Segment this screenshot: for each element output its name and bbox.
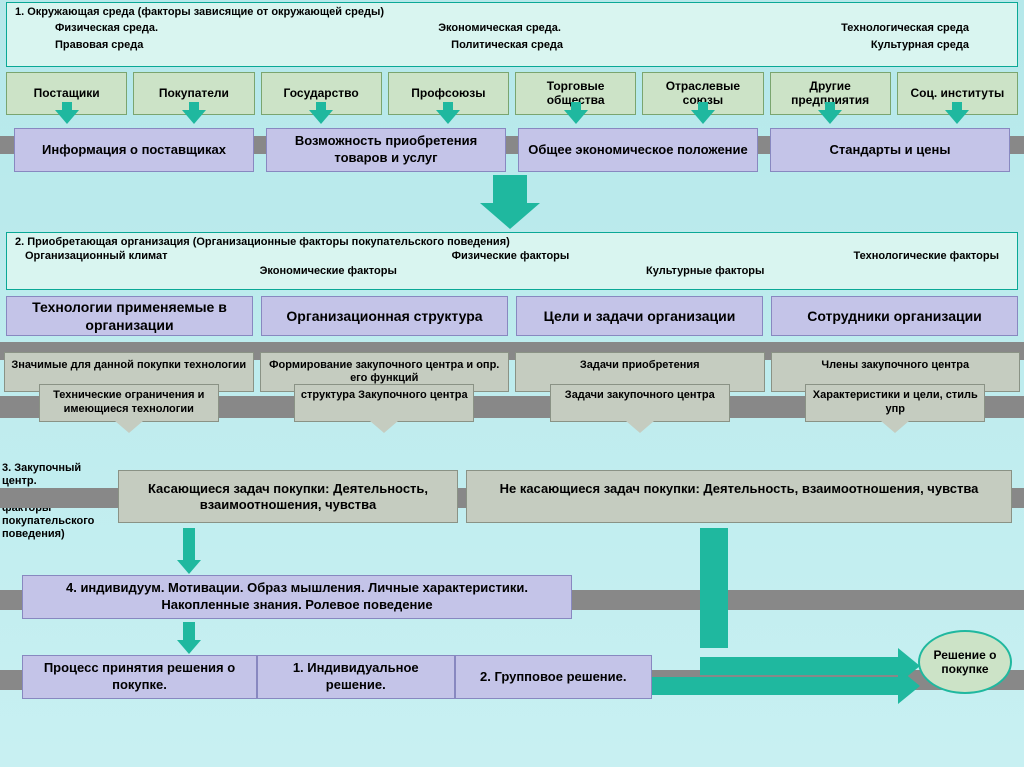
detail-tab: структура Закупочного центра: [260, 384, 510, 422]
factor: Правовая среда: [55, 38, 143, 52]
sec3-box: Не касающиеся задач покупки: Деятельност…: [466, 470, 1012, 523]
sec5-cell: 1. Индивидуальное решение.: [257, 655, 455, 699]
org-header: Организационная структура: [261, 296, 508, 336]
sec1-factors-row1: Физическая среда. Экономическая среда. Т…: [15, 21, 1009, 35]
detail-tab: Технические ограничения и имеющиеся техн…: [4, 384, 254, 422]
arrow-down-icon: [133, 110, 254, 124]
arrow-down-icon: [180, 622, 198, 654]
info-box: Возможность приобретения товаров и услуг: [266, 128, 506, 172]
arrow-down-icon: [642, 110, 763, 124]
org-headers-row: Технологии применяемые в организации Орг…: [6, 296, 1018, 336]
section-1-header: 1. Окружающая среда (факторы зависящие о…: [6, 2, 1018, 67]
info-box: Общее экономическое положение: [518, 128, 758, 172]
factor: Технологическая среда: [841, 21, 969, 35]
org-header: Сотрудники организации: [771, 296, 1018, 336]
factor: Организационный климат: [25, 249, 167, 263]
section-2-header: 2. Приобретающая организация (Организаци…: [6, 232, 1018, 290]
factor: Культурные факторы: [646, 264, 764, 278]
arrow-down-icon: [180, 528, 198, 574]
sec5-cell: 2. Групповое решение.: [455, 655, 653, 699]
detail-label: структура Закупочного центра: [294, 384, 474, 422]
factor: Экономические факторы: [260, 264, 397, 278]
big-arrow-down-icon: [480, 175, 540, 230]
environment-actors-row: Постащики Покупатели Государство Профсою…: [6, 72, 1018, 115]
info-box: Информация о поставщиках: [14, 128, 254, 172]
arrow-down-icon: [770, 110, 891, 124]
sec3-box: Касающиеся задач покупки: Деятельность, …: [118, 470, 458, 523]
detail-label: Задачи закупочного центра: [550, 384, 730, 422]
factor: Технологические факторы: [853, 249, 999, 263]
decision-oval: Решение о покупке: [918, 630, 1012, 694]
org-header: Цели и задачи организации: [516, 296, 763, 336]
sec4-box: 4. индивидуум. Мотивации. Образ мышления…: [22, 575, 572, 619]
arrow-down-icon: [515, 110, 636, 124]
arrow-down-icon: [6, 110, 127, 124]
detail-label: Технические ограничения и имеющиеся техн…: [39, 384, 219, 422]
sec3-boxes: Касающиеся задач покупки: Деятельность, …: [118, 470, 1012, 523]
arrow-down-icon: [388, 110, 509, 124]
org-header: Технологии применяемые в организации: [6, 296, 253, 336]
sec1-factors-row2: Правовая среда Политическая среда Культу…: [15, 38, 1009, 52]
detail-tab: Характеристики и цели, стиль упр: [771, 384, 1021, 422]
org-detail-row: Технические ограничения и имеющиеся техн…: [4, 384, 1020, 422]
flow-arrow-icon: [700, 528, 728, 648]
info-box: Стандарты и цены: [770, 128, 1010, 172]
arrow-down-icon: [261, 110, 382, 124]
arrows-under-actors: [6, 110, 1018, 124]
sec5-row: Процесс принятия решения о покупке. 1. И…: [22, 655, 652, 699]
factor: Экономическая среда.: [438, 21, 561, 35]
factor: Физическая среда.: [55, 21, 158, 35]
info-row: Информация о поставщиках Возможность при…: [14, 128, 1010, 172]
factor: Политическая среда: [451, 38, 563, 52]
sec5-cell: Процесс принятия решения о покупке.: [22, 655, 257, 699]
factor: Физические факторы: [452, 249, 570, 263]
sec1-title: 1. Окружающая среда (факторы зависящие о…: [15, 5, 1009, 19]
factor: Культурная среда: [871, 38, 969, 52]
detail-tab: Задачи закупочного центра: [515, 384, 765, 422]
flow-arrow-right-icon: [652, 668, 920, 704]
detail-label: Характеристики и цели, стиль упр: [805, 384, 985, 422]
sec2-title: 2. Приобретающая организация (Организаци…: [15, 235, 1009, 249]
sec4-text: 4. индивидуум. Мотивации. Образ мышления…: [22, 575, 572, 619]
arrow-down-icon: [897, 110, 1018, 124]
